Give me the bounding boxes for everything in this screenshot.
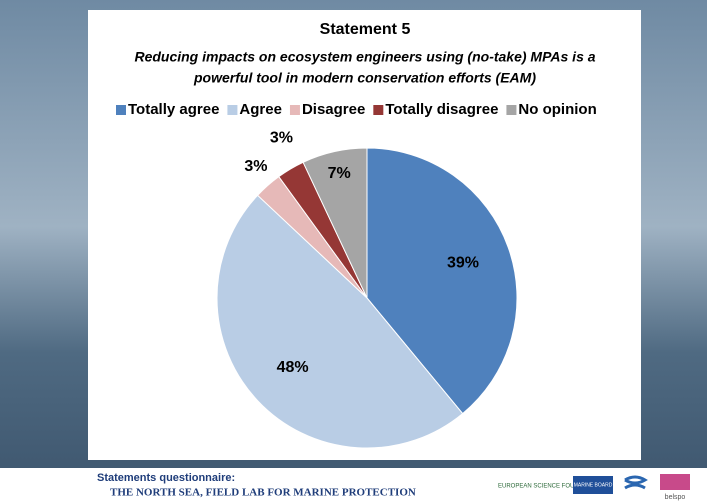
- pie-slice: [302, 147, 368, 299]
- legend-swatch: [506, 105, 517, 115]
- legend-label: Agree: [239, 101, 282, 118]
- data-label: 48%: [277, 359, 309, 376]
- chart-title: Statement 5: [320, 21, 411, 38]
- logo-text: belspo: [665, 494, 686, 501]
- legend-label: Totally disagree: [385, 101, 498, 118]
- logo-box: [573, 476, 613, 494]
- pie-slice: [216, 194, 464, 449]
- legend-label: No opinion: [518, 101, 596, 118]
- footer-text: THE NORTH SEA, FIELD LAB FOR MARINE PROT…: [110, 487, 416, 499]
- subtitle: Reducing impacts on ecosystem engineers …: [134, 49, 595, 65]
- footer-text: Statements questionnaire:: [97, 472, 235, 484]
- subtitle: powerful tool in modern conservation eff…: [193, 70, 536, 86]
- legend: Totally agree Agree Disagree Totally disagr…: [116, 101, 597, 118]
- pie: 39% 48% 3%3% 7%: [216, 130, 518, 449]
- legend-swatch: [373, 105, 384, 115]
- logo-icon: [624, 475, 648, 490]
- logo-text: MARINE BOARD: [574, 482, 613, 488]
- pie-slice: [366, 147, 518, 415]
- legend-label: Totally agree: [128, 101, 219, 118]
- legend-swatch: [116, 105, 126, 115]
- data-label: 3%: [270, 130, 293, 147]
- legend-label: Disagree: [302, 101, 365, 118]
- legend-swatch: [289, 105, 300, 115]
- data-label: 7%: [328, 165, 351, 182]
- data-label: 39%: [447, 255, 479, 272]
- data-label: 3%: [244, 158, 267, 175]
- legend-swatch: [227, 105, 238, 115]
- logo-text: EUROPEAN SCIENCE FOUNDATION: [498, 484, 601, 490]
- logo-box: [660, 474, 690, 490]
